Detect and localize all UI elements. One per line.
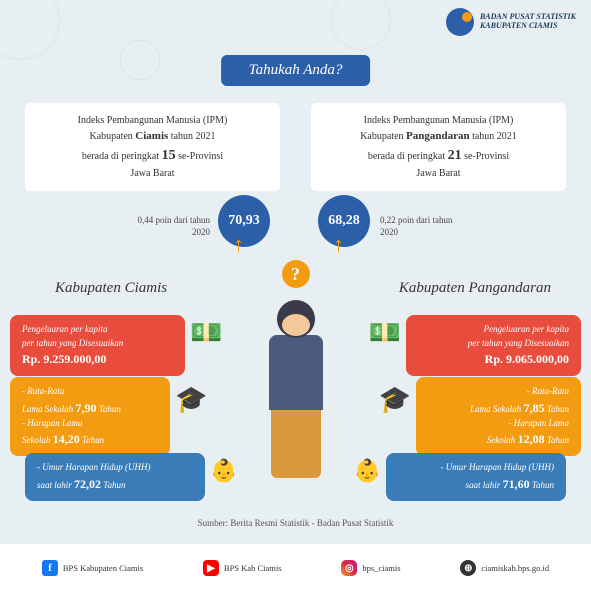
books-icon: 🎓: [379, 385, 411, 415]
card-life-pangandaran: - Umur Harapan Hidup (UHH) saat lahir 71…: [386, 453, 566, 501]
ipm-box-pangandaran: Indeks Pembangunan Manusia (IPM) Kabupat…: [311, 103, 566, 191]
youtube-link[interactable]: ▶BPS Kab Ciamis: [203, 560, 282, 576]
website-link[interactable]: ⊕ciamiskab.bps.go.id: [460, 560, 549, 576]
arrow-up-icon: ↑: [233, 232, 244, 258]
facebook-icon: f: [42, 560, 58, 576]
title-banner: Tahukah Anda?: [221, 55, 371, 86]
delta-pangandaran: 0,22 poin dari tahun 2020: [380, 215, 460, 238]
baby-icon: 👶: [210, 458, 237, 484]
baby-icon: 👶: [354, 458, 381, 484]
arrow-up-icon: ↑: [333, 232, 344, 258]
header: BADAN PUSAT STATISTIKKABUPATEN CIAMIS: [446, 8, 576, 36]
ipm-box-ciamis: Indeks Pembangunan Manusia (IPM) Kabupat…: [25, 103, 280, 191]
org-name: BADAN PUSAT STATISTIKKABUPATEN CIAMIS: [480, 13, 576, 31]
youtube-icon: ▶: [203, 560, 219, 576]
heading-pangandaran: Kabupaten Pangandaran: [399, 280, 551, 297]
source-text: Sumber: Berita Resmi Statistik - Badan P…: [198, 518, 394, 528]
facebook-link[interactable]: fBPS Kabupaten Ciamis: [42, 560, 143, 576]
card-expenditure-pangandaran: Pengeluaran per kapitaper tahun yang Dis…: [406, 315, 581, 376]
footer: fBPS Kabupaten Ciamis ▶BPS Kab Ciamis ◎b…: [0, 544, 591, 592]
globe-icon: ⊕: [460, 560, 476, 576]
delta-ciamis: 0,44 poin dari tahun 2020: [130, 215, 210, 238]
ipm-value-pangandaran: 68,28: [318, 195, 370, 247]
books-icon: 🎓: [175, 385, 207, 415]
card-school-ciamis: - Rata-Rata Lama Sekolah 7,90 Tahun - Ha…: [10, 377, 170, 456]
card-school-pangandaran: - Rata-Rata Lama Sekolah 7,85 Tahun - Ha…: [416, 377, 581, 456]
card-expenditure-ciamis: Pengeluaran per kapitaper tahun yang Dis…: [10, 315, 185, 376]
question-icon: ?: [282, 260, 310, 288]
person-illustration: [251, 300, 341, 480]
money-icon: 💵: [369, 318, 401, 348]
instagram-icon: ◎: [341, 560, 357, 576]
heading-ciamis: Kabupaten Ciamis: [55, 280, 167, 297]
bps-logo: [446, 8, 474, 36]
ipm-value-ciamis: 70,93: [218, 195, 270, 247]
instagram-link[interactable]: ◎bps_ciamis: [341, 560, 400, 576]
card-life-ciamis: - Umur Harapan Hidup (UHH) saat lahir 72…: [25, 453, 205, 501]
money-icon: 💵: [190, 318, 222, 348]
